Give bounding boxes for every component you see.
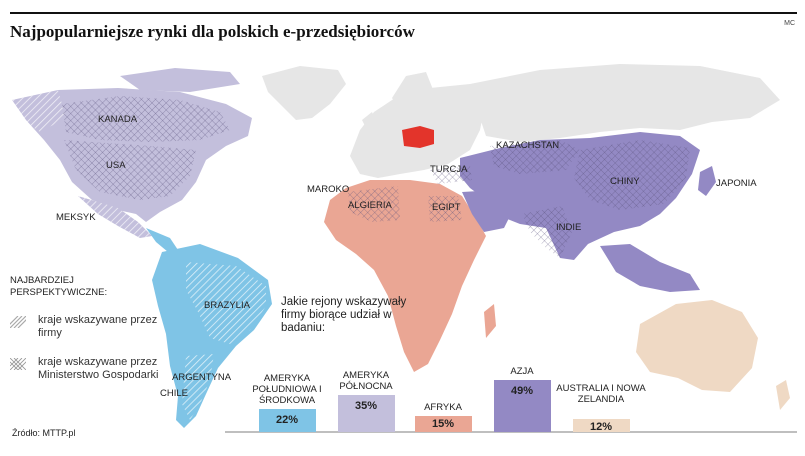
mexico-hatch	[78, 196, 152, 238]
algeria-crosshatch	[348, 186, 400, 222]
bar-category-label: AFRYKA	[424, 402, 462, 414]
kazakhstan-crosshatch	[490, 140, 580, 174]
bar-category-label: AMERYKA POŁUDNIOWA I ŚRODKOWA	[252, 372, 322, 406]
bar-category-label: AMERYKA PÓŁNOCNA	[339, 369, 393, 392]
map-label-kanada: KANADA	[98, 114, 138, 125]
usa-crosshatch	[64, 140, 196, 200]
bar-4	[572, 419, 630, 432]
egypt-crosshatch	[428, 196, 462, 222]
arctic-islands-shape	[120, 68, 240, 92]
bar-3	[493, 380, 551, 432]
legend-heading: NAJBARDZIEJ PERSPEKTYWICZNE:	[10, 275, 108, 298]
scandinavia-shape	[392, 72, 434, 112]
uk-shape	[362, 112, 378, 136]
china-crosshatch	[574, 140, 690, 210]
central-america-shape	[146, 228, 178, 252]
india-crosshatch	[522, 206, 572, 258]
legend-item-companies: kraje wskazywane przez firmy	[10, 314, 180, 344]
bar-category-label: AUSTRALIA I NOWA ZELANDIA	[556, 383, 646, 406]
diagonal-hatch-icon	[10, 316, 26, 328]
legend-item-ministry: kraje wskazywane przez Ministerstwo Gosp…	[10, 356, 180, 400]
australia-shape	[636, 300, 758, 392]
argentina-hatch	[182, 354, 214, 420]
map-label-usa: USA	[106, 160, 126, 171]
africa-shape	[324, 180, 486, 372]
bar-category-label: AZJA	[510, 366, 534, 377]
map-label-maroko: MAROKO	[307, 184, 350, 195]
map-label-japonia: JAPONIA	[716, 178, 757, 189]
map-label-argentyna: ARGENTYNA	[172, 372, 232, 383]
legend-label-companies: kraje wskazywane przez firmy	[38, 314, 158, 339]
author-mark: MC	[784, 20, 795, 27]
alaska-hatch	[12, 90, 66, 132]
bar-value-label: 22%	[275, 413, 299, 426]
bar-value-label: 49%	[510, 385, 534, 397]
canada-crosshatch	[62, 96, 230, 142]
map-label-egipt: EGIPT	[432, 202, 461, 213]
bar-1	[337, 394, 395, 432]
map-label-brazylia: BRAZYLIA	[204, 300, 250, 311]
turkey-crosshatch	[430, 166, 472, 184]
greenland-shape	[262, 66, 346, 120]
page-title: Najpopularniejsze rynki dla polskich e-p…	[10, 22, 415, 41]
bar-2	[414, 416, 472, 432]
russia-shape	[470, 64, 780, 142]
map-label-indie: INDIE	[556, 222, 582, 233]
map-label-chiny: CHINY	[610, 176, 640, 187]
cross-hatch-icon	[10, 358, 26, 370]
new-zealand-shape	[776, 380, 790, 410]
map-label-chile: CHILE	[160, 388, 188, 399]
bar-0	[258, 408, 316, 432]
map-label-kazachstan: KAZACHSTAN	[496, 140, 560, 151]
bar-value-label: 15%	[431, 418, 455, 431]
arabia-shape	[462, 190, 514, 232]
brazil-hatch	[186, 262, 266, 344]
poland-shape	[402, 126, 434, 148]
legend-label-ministry: kraje wskazywane przez Ministerstwo Gosp…	[38, 356, 159, 381]
bar-value-label: 12%	[589, 421, 613, 434]
madagascar-shape	[484, 304, 496, 338]
top-rule	[10, 12, 797, 14]
chart-question: Jakie rejony wskazywały firmy biorące ud…	[281, 296, 407, 334]
southeast-asia-shape	[600, 244, 700, 292]
source-note: Źródło: MTTP.pl	[12, 428, 76, 438]
map-label-turcja: TURCJA	[430, 164, 468, 175]
map-label-meksyk: MEKSYK	[56, 212, 96, 223]
japan-shape	[698, 166, 716, 196]
bar-value-label: 35%	[354, 399, 378, 412]
map-label-algieria: ALGIERIA	[348, 200, 392, 211]
